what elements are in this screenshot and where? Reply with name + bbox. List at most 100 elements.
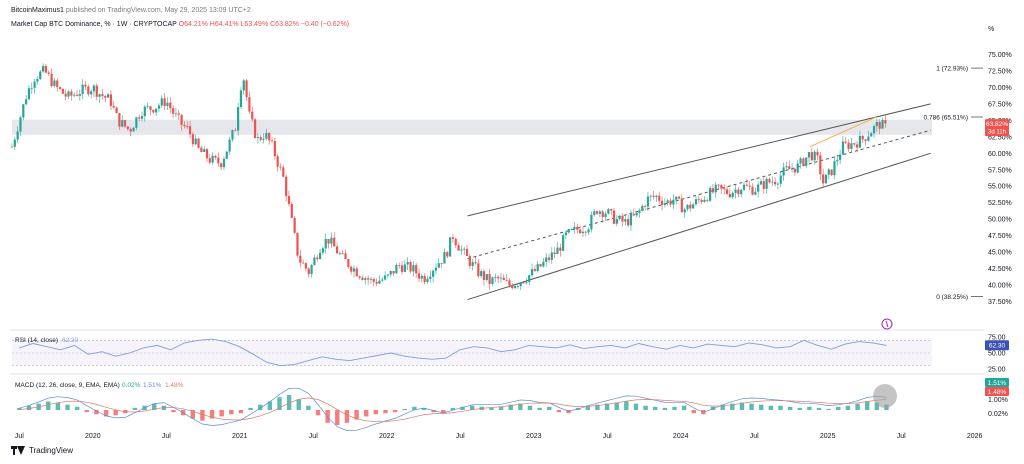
candle-body (310, 264, 313, 275)
candle-body (720, 184, 723, 189)
y-tick-label: 62.50% (988, 134, 1012, 141)
candle-body (570, 228, 573, 230)
candle-body (632, 213, 635, 216)
candle-body (853, 143, 856, 145)
macd-histogram-bar (624, 401, 629, 410)
candle-body (779, 175, 782, 184)
candle-body (324, 238, 327, 249)
candle-body (25, 99, 28, 105)
candle-body (446, 252, 449, 257)
candle-body (299, 255, 302, 263)
candle-body (143, 106, 146, 117)
x-tick-label: 2025 (820, 433, 836, 440)
candle-body (237, 107, 240, 131)
candle-body (355, 268, 358, 277)
candle-body (480, 271, 483, 277)
candle-body (655, 195, 658, 197)
macd-histogram-bar (759, 404, 764, 410)
candle-body (197, 138, 200, 148)
candle-body (666, 200, 669, 204)
candle-body (788, 166, 791, 169)
macd-histogram-bar (267, 401, 273, 410)
macd-line (19, 387, 887, 431)
candle-body (225, 151, 228, 159)
macd-histogram-bar (749, 403, 754, 410)
macd-histogram-bar (238, 410, 244, 414)
macd-histogram-bar (421, 407, 427, 410)
macd-histogram-bar (200, 410, 205, 421)
candle-body (799, 158, 802, 164)
candle-body (417, 273, 421, 279)
macd-histogram-bar (547, 406, 552, 410)
candle-body (612, 210, 616, 224)
candle-body (731, 192, 734, 198)
macd-histogram-bar (836, 406, 841, 410)
candle-body (742, 184, 746, 190)
candle-body (629, 213, 633, 226)
candle-body (347, 259, 350, 267)
candle-body (463, 248, 466, 250)
candle-body (16, 131, 19, 140)
candle-body (683, 209, 686, 213)
candle-body (375, 281, 378, 284)
signal-badge-label: 1.48% (988, 389, 1007, 396)
macd-histogram-bar (816, 407, 822, 410)
candle-body (155, 108, 158, 113)
author-name: BitcoinMaximus1 (11, 7, 64, 14)
candle-body (711, 188, 715, 193)
y-tick-label: 52.50% (988, 200, 1012, 207)
macd-histogram-bar (103, 410, 109, 417)
candle-body (313, 257, 316, 265)
candle-body (409, 262, 412, 272)
candle-body (861, 135, 864, 140)
candle-body (867, 136, 870, 141)
symbol-title: Market Cap BTC Dominance, % · 1W · CRYPT… (11, 21, 177, 28)
macd-histogram-bar (26, 405, 32, 410)
candle-body (378, 280, 381, 284)
macd-value-2: 1.51% (143, 382, 162, 389)
candle-body (203, 149, 206, 152)
x-tick-label: Jul (750, 433, 759, 440)
candle-body (590, 214, 593, 230)
candle-body (259, 137, 262, 140)
y-tick-label: 60.00% (988, 151, 1012, 158)
candle-body (839, 154, 842, 160)
candle-body (717, 184, 720, 186)
candle-body (39, 71, 42, 80)
candle-body (587, 229, 590, 233)
y-tick-label: 57.50% (988, 167, 1012, 174)
candle-body (573, 226, 576, 229)
candle-body (471, 262, 474, 266)
candle-body (547, 257, 551, 260)
candle-body (813, 151, 816, 161)
candle-body (191, 134, 194, 145)
candle-body (850, 143, 853, 149)
candle-body (273, 141, 276, 157)
macd-histogram-bar (402, 408, 407, 410)
x-tick-label: Jul (15, 433, 24, 440)
x-tick-label: Jul (603, 433, 612, 440)
candle-body (78, 94, 81, 96)
candle-body (214, 155, 217, 158)
candle-body (870, 133, 873, 137)
candle-body (279, 166, 282, 168)
candle-body (256, 137, 259, 138)
candle-body (855, 144, 859, 148)
candle-body (528, 275, 531, 282)
candle-body (793, 168, 796, 173)
candle-body (491, 277, 494, 284)
candle-body (790, 168, 794, 170)
candle-body (830, 169, 833, 176)
candle-body (335, 246, 339, 254)
candle-body (827, 169, 830, 175)
candle-body (290, 204, 293, 218)
candle-body (497, 276, 500, 279)
candle-body (104, 95, 107, 98)
macd-histogram-bar (74, 406, 80, 410)
candle-body (270, 140, 274, 142)
candle-body (369, 278, 373, 280)
candle-body (400, 265, 404, 272)
candle-body (174, 113, 178, 115)
candle-body (734, 189, 737, 193)
